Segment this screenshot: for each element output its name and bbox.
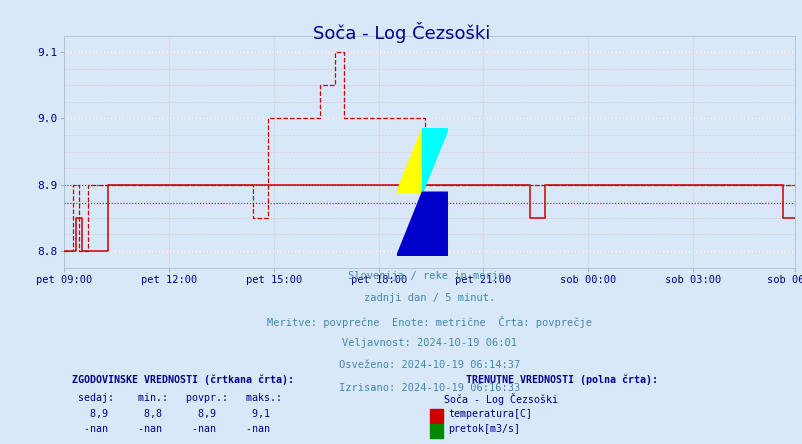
Text: Soča - Log Čezsoški: Soča - Log Čezsoški: [313, 22, 489, 43]
Text: -nan     -nan     -nan     -nan: -nan -nan -nan -nan: [71, 424, 269, 434]
Text: Meritve: povprečne  Enote: metrične  Črta: povprečje: Meritve: povprečne Enote: metrične Črta:…: [267, 316, 591, 328]
Text: Slovenija / reke in morje.: Slovenija / reke in morje.: [348, 271, 510, 281]
Text: pretok[m3/s]: pretok[m3/s]: [448, 424, 519, 434]
Text: Izrisano: 2024-10-19 06:16:33: Izrisano: 2024-10-19 06:16:33: [338, 383, 520, 393]
Text: temperatura[C]: temperatura[C]: [448, 408, 531, 419]
Text: 8,9      8,8      8,9      9,1: 8,9 8,8 8,9 9,1: [71, 408, 269, 419]
FancyBboxPatch shape: [429, 424, 442, 438]
FancyBboxPatch shape: [429, 409, 442, 423]
Text: Soča - Log Čezsoški: Soča - Log Čezsoški: [444, 393, 557, 405]
Text: TRENUTNE VREDNOSTI (polna črta):: TRENUTNE VREDNOSTI (polna črta):: [466, 374, 658, 385]
Text: Osveženo: 2024-10-19 06:14:37: Osveženo: 2024-10-19 06:14:37: [338, 361, 520, 370]
Text: zadnji dan / 5 minut.: zadnji dan / 5 minut.: [363, 293, 495, 303]
Text: sedaj:    min.:   povpr.:   maks.:: sedaj: min.: povpr.: maks.:: [71, 393, 282, 403]
Text: ZGODOVINSKE VREDNOSTI (črtkana črta):: ZGODOVINSKE VREDNOSTI (črtkana črta):: [71, 374, 294, 385]
Text: Veljavnost: 2024-10-19 06:01: Veljavnost: 2024-10-19 06:01: [342, 338, 516, 348]
